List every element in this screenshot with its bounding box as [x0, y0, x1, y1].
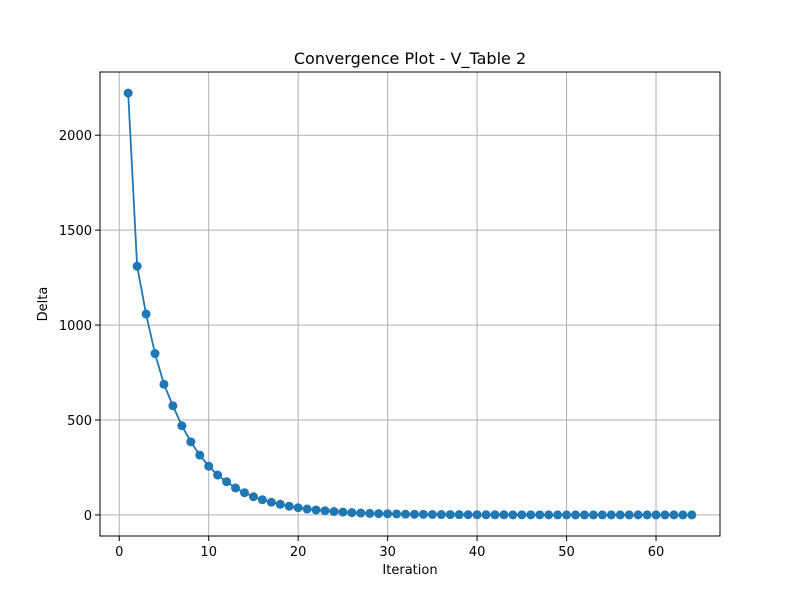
data-point — [392, 509, 402, 519]
data-point — [248, 492, 258, 502]
grid-lines — [100, 72, 720, 536]
data-point — [329, 507, 339, 517]
x-tick-label: 0 — [115, 545, 123, 560]
data-point — [472, 510, 482, 520]
data-point — [660, 510, 670, 520]
x-tick-label: 50 — [558, 545, 575, 560]
y-axis-label: Delta — [36, 287, 51, 322]
data-point — [311, 505, 321, 515]
data-point — [222, 477, 232, 487]
data-point — [320, 506, 330, 516]
data-point — [642, 510, 652, 520]
data-point — [168, 401, 178, 411]
chart-title: Convergence Plot - V_Table 2 — [294, 49, 526, 69]
data-point — [418, 509, 428, 519]
data-point — [651, 510, 661, 520]
data-point — [293, 503, 303, 513]
data-point — [338, 507, 348, 517]
data-point — [257, 495, 267, 505]
data-point — [490, 510, 500, 520]
data-point — [526, 510, 536, 520]
data-series — [123, 88, 697, 520]
data-point — [427, 509, 437, 519]
data-point — [624, 510, 634, 520]
y-tick-label: 0 — [84, 509, 92, 524]
data-point — [463, 510, 473, 520]
data-point — [499, 510, 509, 520]
x-tick-label: 20 — [290, 545, 307, 560]
data-point — [186, 437, 196, 447]
data-point — [401, 509, 411, 519]
data-point — [132, 261, 142, 271]
data-point — [231, 483, 241, 493]
data-point — [544, 510, 554, 520]
data-point — [517, 510, 527, 520]
x-tick-label: 30 — [379, 545, 396, 560]
data-point — [409, 509, 419, 519]
y-axis-ticks: 0 500 1000 1500 2000 — [59, 129, 100, 524]
plot-frame — [99, 71, 721, 537]
data-point — [508, 510, 518, 520]
data-point — [454, 510, 464, 520]
data-point — [150, 349, 160, 359]
data-point — [606, 510, 616, 520]
data-point — [284, 501, 294, 511]
data-point — [615, 510, 625, 520]
data-point — [571, 510, 581, 520]
data-point — [445, 510, 455, 520]
data-point — [266, 497, 276, 507]
x-axis-label: Iteration — [382, 563, 437, 578]
data-point — [562, 510, 572, 520]
data-point — [204, 461, 214, 471]
data-point — [141, 309, 151, 319]
data-point — [177, 421, 187, 431]
data-point — [669, 510, 679, 520]
data-point — [383, 509, 393, 519]
data-point — [553, 510, 563, 520]
x-tick-label: 60 — [648, 545, 665, 560]
data-point — [687, 510, 697, 520]
y-tick-label: 500 — [67, 414, 92, 429]
data-point — [195, 450, 205, 460]
y-tick-label: 1000 — [59, 319, 92, 334]
x-tick-label: 40 — [469, 545, 486, 560]
data-point — [239, 488, 249, 498]
data-point — [275, 499, 285, 509]
x-axis-ticks: 0 10 20 30 40 50 60 — [115, 536, 664, 560]
data-point — [374, 509, 384, 519]
y-tick-label: 2000 — [59, 129, 92, 144]
data-point — [678, 510, 688, 520]
data-point — [535, 510, 545, 520]
data-point — [481, 510, 491, 520]
series-line — [127, 93, 692, 516]
data-point — [356, 508, 366, 518]
data-point — [302, 504, 312, 514]
data-point — [633, 510, 643, 520]
x-tick-label: 10 — [200, 545, 217, 560]
data-point — [123, 88, 133, 98]
data-point — [365, 508, 375, 518]
data-point — [213, 470, 223, 480]
data-point — [597, 510, 607, 520]
data-point — [159, 379, 169, 389]
data-point — [436, 510, 446, 520]
data-point — [588, 510, 598, 520]
data-point — [579, 510, 589, 520]
y-tick-label: 1500 — [59, 224, 92, 239]
data-point — [347, 508, 357, 518]
